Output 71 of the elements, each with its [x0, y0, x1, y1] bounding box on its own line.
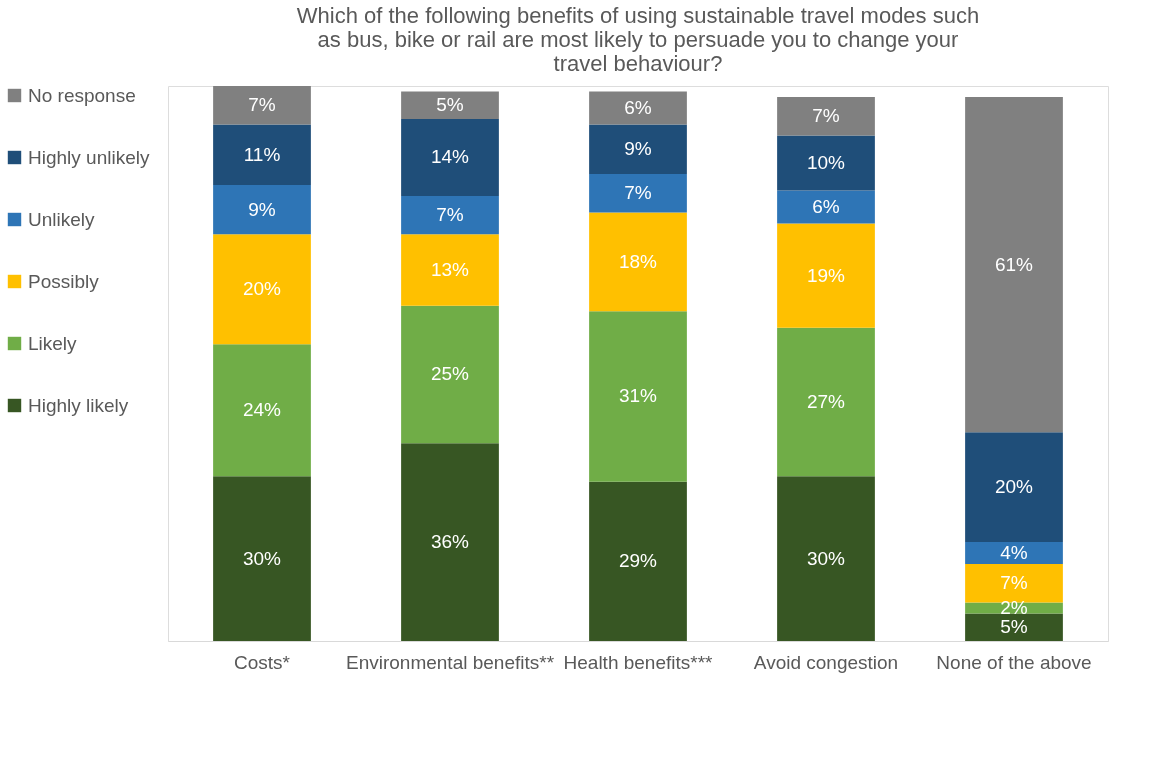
bar	[213, 86, 311, 125]
bar	[965, 432, 1063, 543]
bar	[401, 195, 499, 235]
data-label: 30%	[806, 547, 846, 569]
data-label: 13%	[430, 259, 470, 281]
bar	[213, 476, 311, 641]
bar	[777, 96, 875, 136]
bar	[777, 476, 875, 641]
x-tick-label: None of the above	[936, 651, 1092, 673]
legend-label: Highly likely	[28, 394, 129, 416]
bar	[213, 344, 311, 477]
bar	[965, 96, 1063, 433]
bar	[401, 443, 499, 641]
data-label: 27%	[806, 390, 846, 412]
data-label: 20%	[994, 476, 1034, 498]
data-label: 7%	[812, 105, 840, 127]
data-label: 6%	[624, 96, 652, 118]
bar	[965, 564, 1063, 603]
data-label: 7%	[624, 182, 652, 204]
bar	[213, 234, 311, 345]
data-label: 2%	[1000, 597, 1028, 619]
data-label: 9%	[248, 198, 276, 220]
bar	[777, 190, 875, 224]
legend-label: Unlikely	[28, 208, 96, 230]
data-label: 5%	[1000, 616, 1028, 638]
legend-label: Likely	[28, 332, 78, 354]
data-label: 4%	[1000, 542, 1028, 564]
bar	[589, 311, 687, 482]
legend-label: No response	[28, 84, 136, 106]
bar	[589, 91, 687, 125]
bar	[401, 91, 499, 119]
data-label: 19%	[806, 264, 846, 286]
data-label: 61%	[994, 253, 1034, 275]
bar	[401, 234, 499, 306]
data-label: 14%	[430, 146, 470, 168]
bar	[589, 481, 687, 641]
bar	[965, 542, 1063, 565]
bar	[589, 124, 687, 174]
data-label: 20%	[242, 278, 282, 300]
x-tick-label: Costs*	[234, 651, 291, 673]
bar	[777, 327, 875, 477]
data-label: 36%	[430, 531, 470, 553]
bar	[401, 305, 499, 444]
bar	[965, 613, 1063, 641]
data-label: 10%	[806, 151, 846, 173]
data-label: 7%	[436, 204, 464, 226]
data-label: 9%	[624, 138, 652, 160]
bar	[213, 184, 311, 235]
data-label: 7%	[248, 94, 276, 116]
x-tick-label: Health benefits***	[563, 651, 714, 673]
bar	[213, 124, 311, 185]
bar	[777, 223, 875, 328]
data-label: 11%	[243, 143, 281, 165]
x-tick-label: Avoid congestion	[753, 651, 899, 673]
data-label: 31%	[618, 385, 658, 407]
data-label: 6%	[812, 195, 840, 217]
legend-label: Possibly	[28, 270, 100, 292]
x-tick-label: Environmental benefits**	[345, 651, 555, 673]
data-label: 24%	[242, 399, 282, 421]
bar	[777, 135, 875, 191]
data-label: 5%	[436, 94, 464, 116]
bar	[589, 212, 687, 312]
bar	[589, 173, 687, 213]
legend-label: Highly unlikely	[28, 146, 150, 168]
data-label: 7%	[1000, 572, 1028, 594]
data-label: 25%	[430, 363, 470, 385]
bar	[401, 118, 499, 196]
chart-title: Which of the following benefits of using sustainable travel modes such as bus, bike or rail are most likely to persuade you to change your travel behaviour?	[296, 3, 980, 76]
data-label: 30%	[242, 547, 282, 569]
data-label: 18%	[618, 250, 658, 272]
data-label: 29%	[618, 550, 658, 572]
